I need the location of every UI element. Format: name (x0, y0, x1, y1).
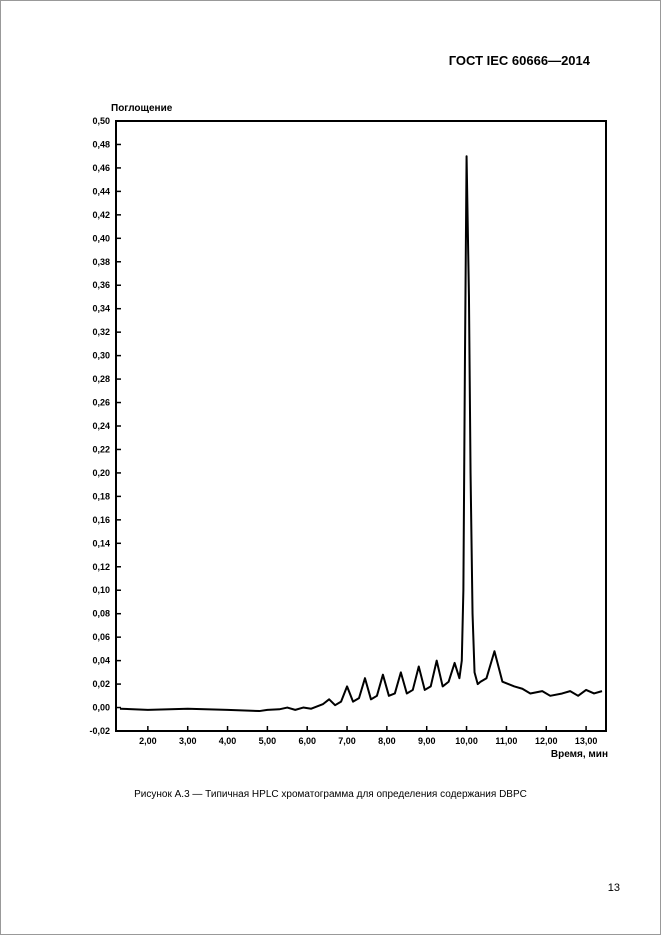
svg-text:0,28: 0,28 (92, 374, 110, 384)
svg-text:Поглощение: Поглощение (111, 103, 173, 114)
svg-text:0,22: 0,22 (92, 444, 110, 454)
svg-text:0,38: 0,38 (92, 257, 110, 267)
svg-text:0,48: 0,48 (92, 139, 110, 149)
svg-text:0,04: 0,04 (92, 656, 110, 666)
svg-text:0,08: 0,08 (92, 609, 110, 619)
document-page: ГОСТ IEC 60666—2014 -0,02 0,00 0,02 0,04 0,0… (0, 0, 661, 935)
svg-text:0,10: 0,10 (92, 585, 110, 595)
svg-text:11,00: 11,00 (495, 736, 517, 746)
svg-text:0,32: 0,32 (92, 327, 110, 337)
page-number: 13 (608, 882, 620, 894)
svg-text:0,42: 0,42 (92, 210, 110, 220)
svg-text:0,34: 0,34 (92, 304, 110, 314)
svg-text:0,50: 0,50 (92, 116, 110, 126)
svg-text:6,00: 6,00 (298, 736, 316, 746)
svg-text:0,16: 0,16 (92, 515, 110, 525)
svg-text:Время, мин: Время, мин (551, 749, 608, 760)
svg-text:0,24: 0,24 (92, 421, 110, 431)
chromatogram-chart: -0,02 0,00 0,02 0,04 0,06 0,08 0,10 0,12 0,14 0,1… (61, 96, 621, 776)
svg-text:5,00: 5,00 (259, 736, 277, 746)
figure-caption: Рисунок А.3 — Типичная HPLC хроматограмм… (1, 789, 660, 800)
svg-text:-0,02: -0,02 (89, 726, 110, 736)
svg-text:0,06: 0,06 (92, 632, 110, 642)
svg-text:0,14: 0,14 (92, 538, 110, 548)
standard-header: ГОСТ IEC 60666—2014 (449, 53, 590, 68)
svg-text:0,12: 0,12 (92, 562, 110, 572)
svg-text:0,46: 0,46 (92, 163, 110, 173)
svg-text:13,00: 13,00 (575, 736, 598, 746)
svg-text:0,02: 0,02 (92, 679, 110, 689)
svg-text:7,00: 7,00 (338, 736, 356, 746)
svg-text:12,00: 12,00 (535, 736, 558, 746)
svg-text:0,26: 0,26 (92, 398, 110, 408)
svg-text:0,18: 0,18 (92, 491, 110, 501)
svg-text:8,00: 8,00 (378, 736, 396, 746)
svg-text:0,00: 0,00 (92, 703, 110, 713)
svg-text:0,44: 0,44 (92, 186, 110, 196)
svg-text:10,00: 10,00 (455, 736, 478, 746)
svg-text:4,00: 4,00 (219, 736, 237, 746)
svg-text:0,36: 0,36 (92, 280, 110, 290)
svg-text:0,30: 0,30 (92, 351, 110, 361)
svg-text:2,00: 2,00 (139, 736, 157, 746)
svg-text:3,00: 3,00 (179, 736, 197, 746)
svg-text:0,40: 0,40 (92, 233, 110, 243)
svg-text:0,20: 0,20 (92, 468, 110, 478)
svg-text:9,00: 9,00 (418, 736, 436, 746)
